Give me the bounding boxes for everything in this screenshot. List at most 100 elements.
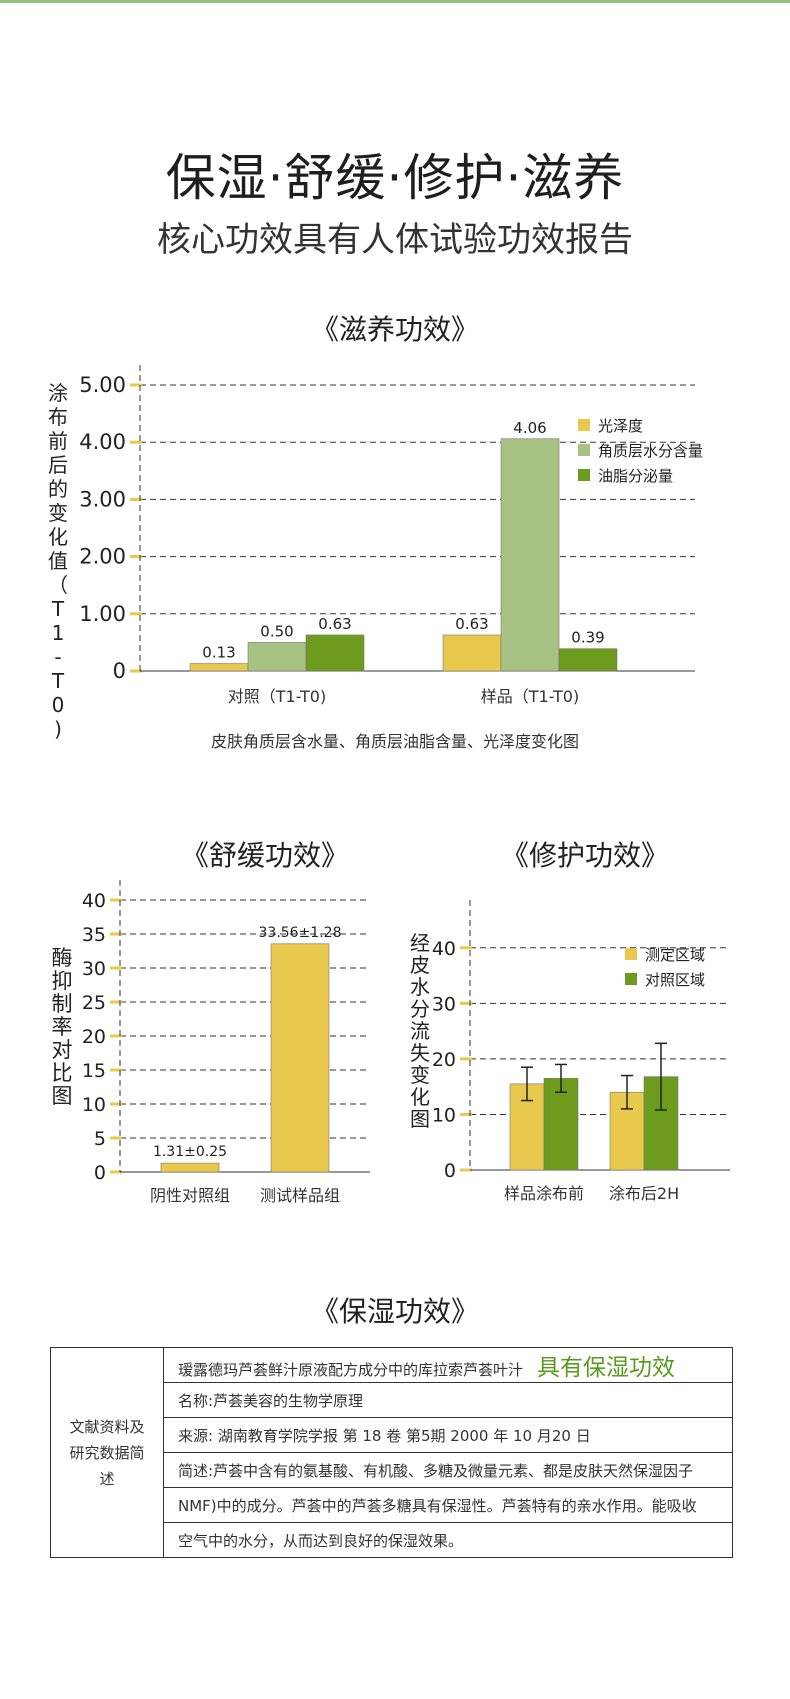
x-tick-label: 测试样品组 xyxy=(260,1186,340,1205)
data-label: 0.13 xyxy=(202,644,235,662)
table-row: 简述:芦荟中含有的氨基酸、有机酸、多糖及微量元素、都是皮肤天然保湿因子 xyxy=(163,1452,733,1488)
legend-label: 对照区域 xyxy=(645,971,705,989)
bar xyxy=(500,438,560,672)
table-row: NMF)中的成分。芦荟中的芦荟多糖具有保湿性。芦荟特有的亲水作用。能吸收 xyxy=(163,1487,733,1523)
y-axis-label-char: 图 xyxy=(52,1084,73,1108)
x-tick-label: 阴性对照组 xyxy=(150,1186,230,1205)
legend-swatch xyxy=(578,419,590,431)
bar xyxy=(160,1162,220,1173)
y-tick-label: 1.00 xyxy=(79,602,126,626)
y-axis-label-char: 率 xyxy=(52,1015,73,1039)
y-axis-label-char: 失 xyxy=(410,1041,430,1065)
bar xyxy=(543,1078,579,1171)
y-axis-label-char: 皮 xyxy=(410,953,430,977)
repair-chart-title: 《修护功效》 xyxy=(500,839,669,872)
y-tick-label: 2.00 xyxy=(79,545,126,569)
table-row: 空气中的水分，从而达到良好的保湿效果。 xyxy=(163,1522,733,1558)
y-axis-label-char: 前 xyxy=(48,429,68,453)
y-axis-label-char: 变 xyxy=(410,1063,430,1087)
y-axis-label-char: 变 xyxy=(48,501,68,525)
table-row: 名称:芦荟美容的生物学原理 xyxy=(163,1382,733,1418)
y-tick-label: 30 xyxy=(432,993,456,1015)
table-row: 来源: 湖南教育学院学报 第 18 卷 第5期 2000 年 10 月20 日 xyxy=(163,1417,733,1453)
y-tick-label: 20 xyxy=(82,1026,106,1048)
x-tick-label: 样品涂布前 xyxy=(504,1184,584,1203)
data-label: 4.06 xyxy=(513,419,546,437)
bar xyxy=(189,663,249,672)
y-axis-label-char: 布 xyxy=(48,405,68,429)
y-axis-label-char: 的 xyxy=(48,477,68,501)
data-label: 0.63 xyxy=(455,615,488,633)
y-axis-label-char: 涂 xyxy=(48,381,68,405)
moisture-title: 《保湿功效》 xyxy=(310,1295,479,1328)
legend-swatch xyxy=(578,444,590,456)
legend-label: 测定区域 xyxy=(645,946,705,964)
y-tick-label: 3.00 xyxy=(79,487,126,511)
bar xyxy=(558,648,618,672)
legend-swatch xyxy=(578,469,590,481)
y-tick-label: 10 xyxy=(432,1104,456,1126)
y-tick-label: 15 xyxy=(82,1060,106,1082)
y-tick-label: 5.00 xyxy=(79,373,126,397)
y-axis-label-char: ) xyxy=(54,717,62,741)
y-axis-label-char: 分 xyxy=(410,997,430,1021)
legend-label: 角质层水分含量 xyxy=(598,442,703,460)
y-axis-label-char: 值 xyxy=(48,549,68,573)
y-axis-label-char: 酶 xyxy=(52,946,73,970)
x-tick-label: 涂布后2H xyxy=(609,1184,679,1203)
y-axis-label-char: 0 xyxy=(52,693,65,717)
table-row: 瑷露德玛芦荟鲜汁原液配方成分中的库拉索芦荟叶汁 具有保湿功效 xyxy=(163,1347,733,1383)
soothe-chart-title: 《舒缓功效》 xyxy=(180,839,349,872)
y-tick-label: 35 xyxy=(82,924,106,946)
x-tick-label: 样品（T1-T0) xyxy=(481,687,579,706)
ingredient-text: 瑷露德玛芦荟鲜汁原液配方成分中的库拉索芦荟叶汁 xyxy=(178,1361,524,1379)
data-label: 0.63 xyxy=(318,615,351,633)
y-axis-label-char: 化 xyxy=(410,1085,430,1109)
bar xyxy=(305,634,365,672)
legend-label: 油脂分泌量 xyxy=(598,467,673,485)
moisture-highlight: 具有保湿功效 xyxy=(537,1355,676,1381)
y-axis-label-char: - xyxy=(54,645,61,669)
page-title: 保湿·舒缓·修护·滋养 xyxy=(165,149,625,207)
y-axis-label-char: 流 xyxy=(410,1019,430,1043)
legend-label: 光泽度 xyxy=(598,417,643,435)
y-axis-label-char: 比 xyxy=(52,1061,73,1085)
y-tick-label: 10 xyxy=(82,1094,106,1116)
nourish-chart: 01.002.003.004.005.00涂布前后的变化值（T1-T0)0.13… xyxy=(48,365,703,750)
y-axis-label-char: T xyxy=(51,597,65,621)
legend-swatch xyxy=(625,973,637,985)
y-axis-label-char: （ xyxy=(48,573,68,597)
y-axis-label-char: 化 xyxy=(48,525,68,549)
y-tick-label: 4.00 xyxy=(79,430,126,454)
data-label: 33.56±1.28 xyxy=(259,925,342,941)
y-axis-label-char: 经 xyxy=(410,931,430,955)
y-tick-label: 25 xyxy=(82,992,106,1014)
y-tick-label: 40 xyxy=(82,890,106,912)
x-tick-label: 对照（T1-T0) xyxy=(228,687,326,706)
literature-label: 文献资料及研究数据简述 xyxy=(50,1347,164,1558)
data-label: 1.31±0.25 xyxy=(153,1144,227,1160)
y-tick-label: 0 xyxy=(444,1160,456,1182)
literature-table: 文献资料及研究数据简述 瑷露德玛芦荟鲜汁原液配方成分中的库拉索芦荟叶汁 具有保湿功… xyxy=(50,1347,733,1558)
y-axis-label-char: 后 xyxy=(48,453,68,477)
x-axis-caption: 皮肤角质层含水量、角质层油脂含量、光泽度变化图 xyxy=(211,732,579,750)
y-axis-label-char: 1 xyxy=(52,621,65,645)
y-tick-label: 20 xyxy=(432,1049,456,1071)
y-axis-label-char: 图 xyxy=(410,1107,430,1131)
top-accent-line xyxy=(0,0,790,3)
y-axis-label-char: 抑 xyxy=(52,969,73,993)
y-axis-label-char: 对 xyxy=(52,1038,73,1062)
y-axis-label-char: 水 xyxy=(410,975,430,999)
legend-swatch xyxy=(625,948,637,960)
y-tick-label: 0 xyxy=(94,1162,106,1184)
y-axis-label-char: T xyxy=(51,669,65,693)
page-subtitle: 核心功效具有人体试验功效报告 xyxy=(157,220,633,260)
y-tick-label: 40 xyxy=(432,938,456,960)
y-tick-label: 30 xyxy=(82,958,106,980)
bar xyxy=(442,634,502,672)
y-axis-label-char: 制 xyxy=(52,992,73,1016)
data-label: 0.50 xyxy=(260,622,293,640)
y-tick-label: 0 xyxy=(113,659,126,683)
y-tick-label: 5 xyxy=(94,1128,106,1150)
